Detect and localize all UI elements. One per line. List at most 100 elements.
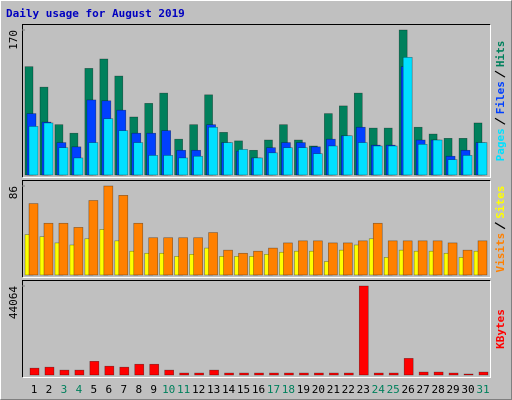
bar [357,142,368,176]
bar [448,372,459,376]
bar [149,363,160,376]
bar [268,152,278,176]
chart-title: Daily usage for August 2019 [6,7,185,20]
y-tick-label: 170 [7,30,20,50]
bar [477,142,488,176]
bar [313,153,323,176]
x-tick-label: 3 [61,383,68,396]
bar [208,126,218,176]
bar [432,240,443,276]
bar [104,365,115,376]
bar [343,372,354,376]
bar [148,237,159,276]
bar [328,242,338,276]
bar [148,155,159,176]
x-tick-label: 29 [446,383,459,396]
bar [357,240,368,276]
bar [164,369,174,376]
bar [163,237,173,276]
separator [494,70,506,78]
bar [103,118,114,176]
bar [119,366,130,376]
bar [73,157,84,176]
x-tick-label: 16 [252,383,265,396]
x-tick-label: 25 [387,383,400,396]
bar [118,130,129,176]
bar [269,372,279,376]
x-tick-label: 2 [46,383,53,396]
bar [432,139,443,176]
bar [478,371,489,376]
bar [402,56,413,176]
frame [22,180,491,278]
bar [44,366,55,376]
x-tick-label: 24 [372,383,386,396]
frame [22,24,491,178]
x-tick-label: 31 [476,383,489,396]
bar [373,372,384,376]
x-tick-label: 19 [297,383,310,396]
bar [372,145,383,176]
bar [433,371,444,376]
bar [463,373,474,376]
legend-label: Sites [494,186,507,219]
x-tick-label: 5 [91,383,98,396]
x-tick-label: 20 [312,383,325,396]
bar [447,159,458,176]
bar [253,250,263,276]
bar [462,155,473,176]
bar [209,369,219,376]
bar [417,240,428,276]
bar [403,358,414,376]
bar [268,247,278,276]
legend-label: Hits [494,41,507,68]
bar [88,142,99,176]
bar [283,242,293,276]
frame [22,280,491,378]
bar [193,155,203,176]
bar [387,240,398,276]
bar [328,145,338,176]
x-tick-label: 15 [237,383,250,396]
frame [22,180,491,278]
bar [314,372,324,376]
x-tick-label: 23 [357,383,370,396]
bar [253,157,263,176]
frame [22,24,491,178]
bar [28,126,39,176]
bar [43,222,54,276]
bar [223,142,233,176]
bar [133,142,144,176]
separator [494,117,506,125]
x-tick-label: 9 [150,383,157,396]
bar [133,222,144,276]
bar [223,249,233,276]
x-tick-label: 22 [342,383,355,396]
bar [178,237,188,276]
bar [43,122,54,176]
y-tick-label: 44064 [7,286,20,319]
bar [238,149,248,176]
bar [402,240,413,276]
x-tick-label: 4 [76,383,83,396]
separator [494,222,506,230]
bar [372,222,383,276]
bar [28,203,39,276]
x-tick-label: 1 [31,383,38,396]
legend: KBytes [494,309,507,349]
legend: Visits Sites [494,186,507,273]
x-tick-label: 11 [177,383,190,396]
bar [418,371,429,376]
x-tick-label: 28 [431,383,444,396]
bar [387,145,398,176]
x-tick-label: 27 [417,383,430,396]
x-tick-label: 6 [106,383,113,396]
bar [58,222,69,276]
x-tick-label: 13 [207,383,220,396]
bar [194,372,204,376]
bar [239,372,249,376]
bar [447,242,458,276]
bar [103,185,114,276]
